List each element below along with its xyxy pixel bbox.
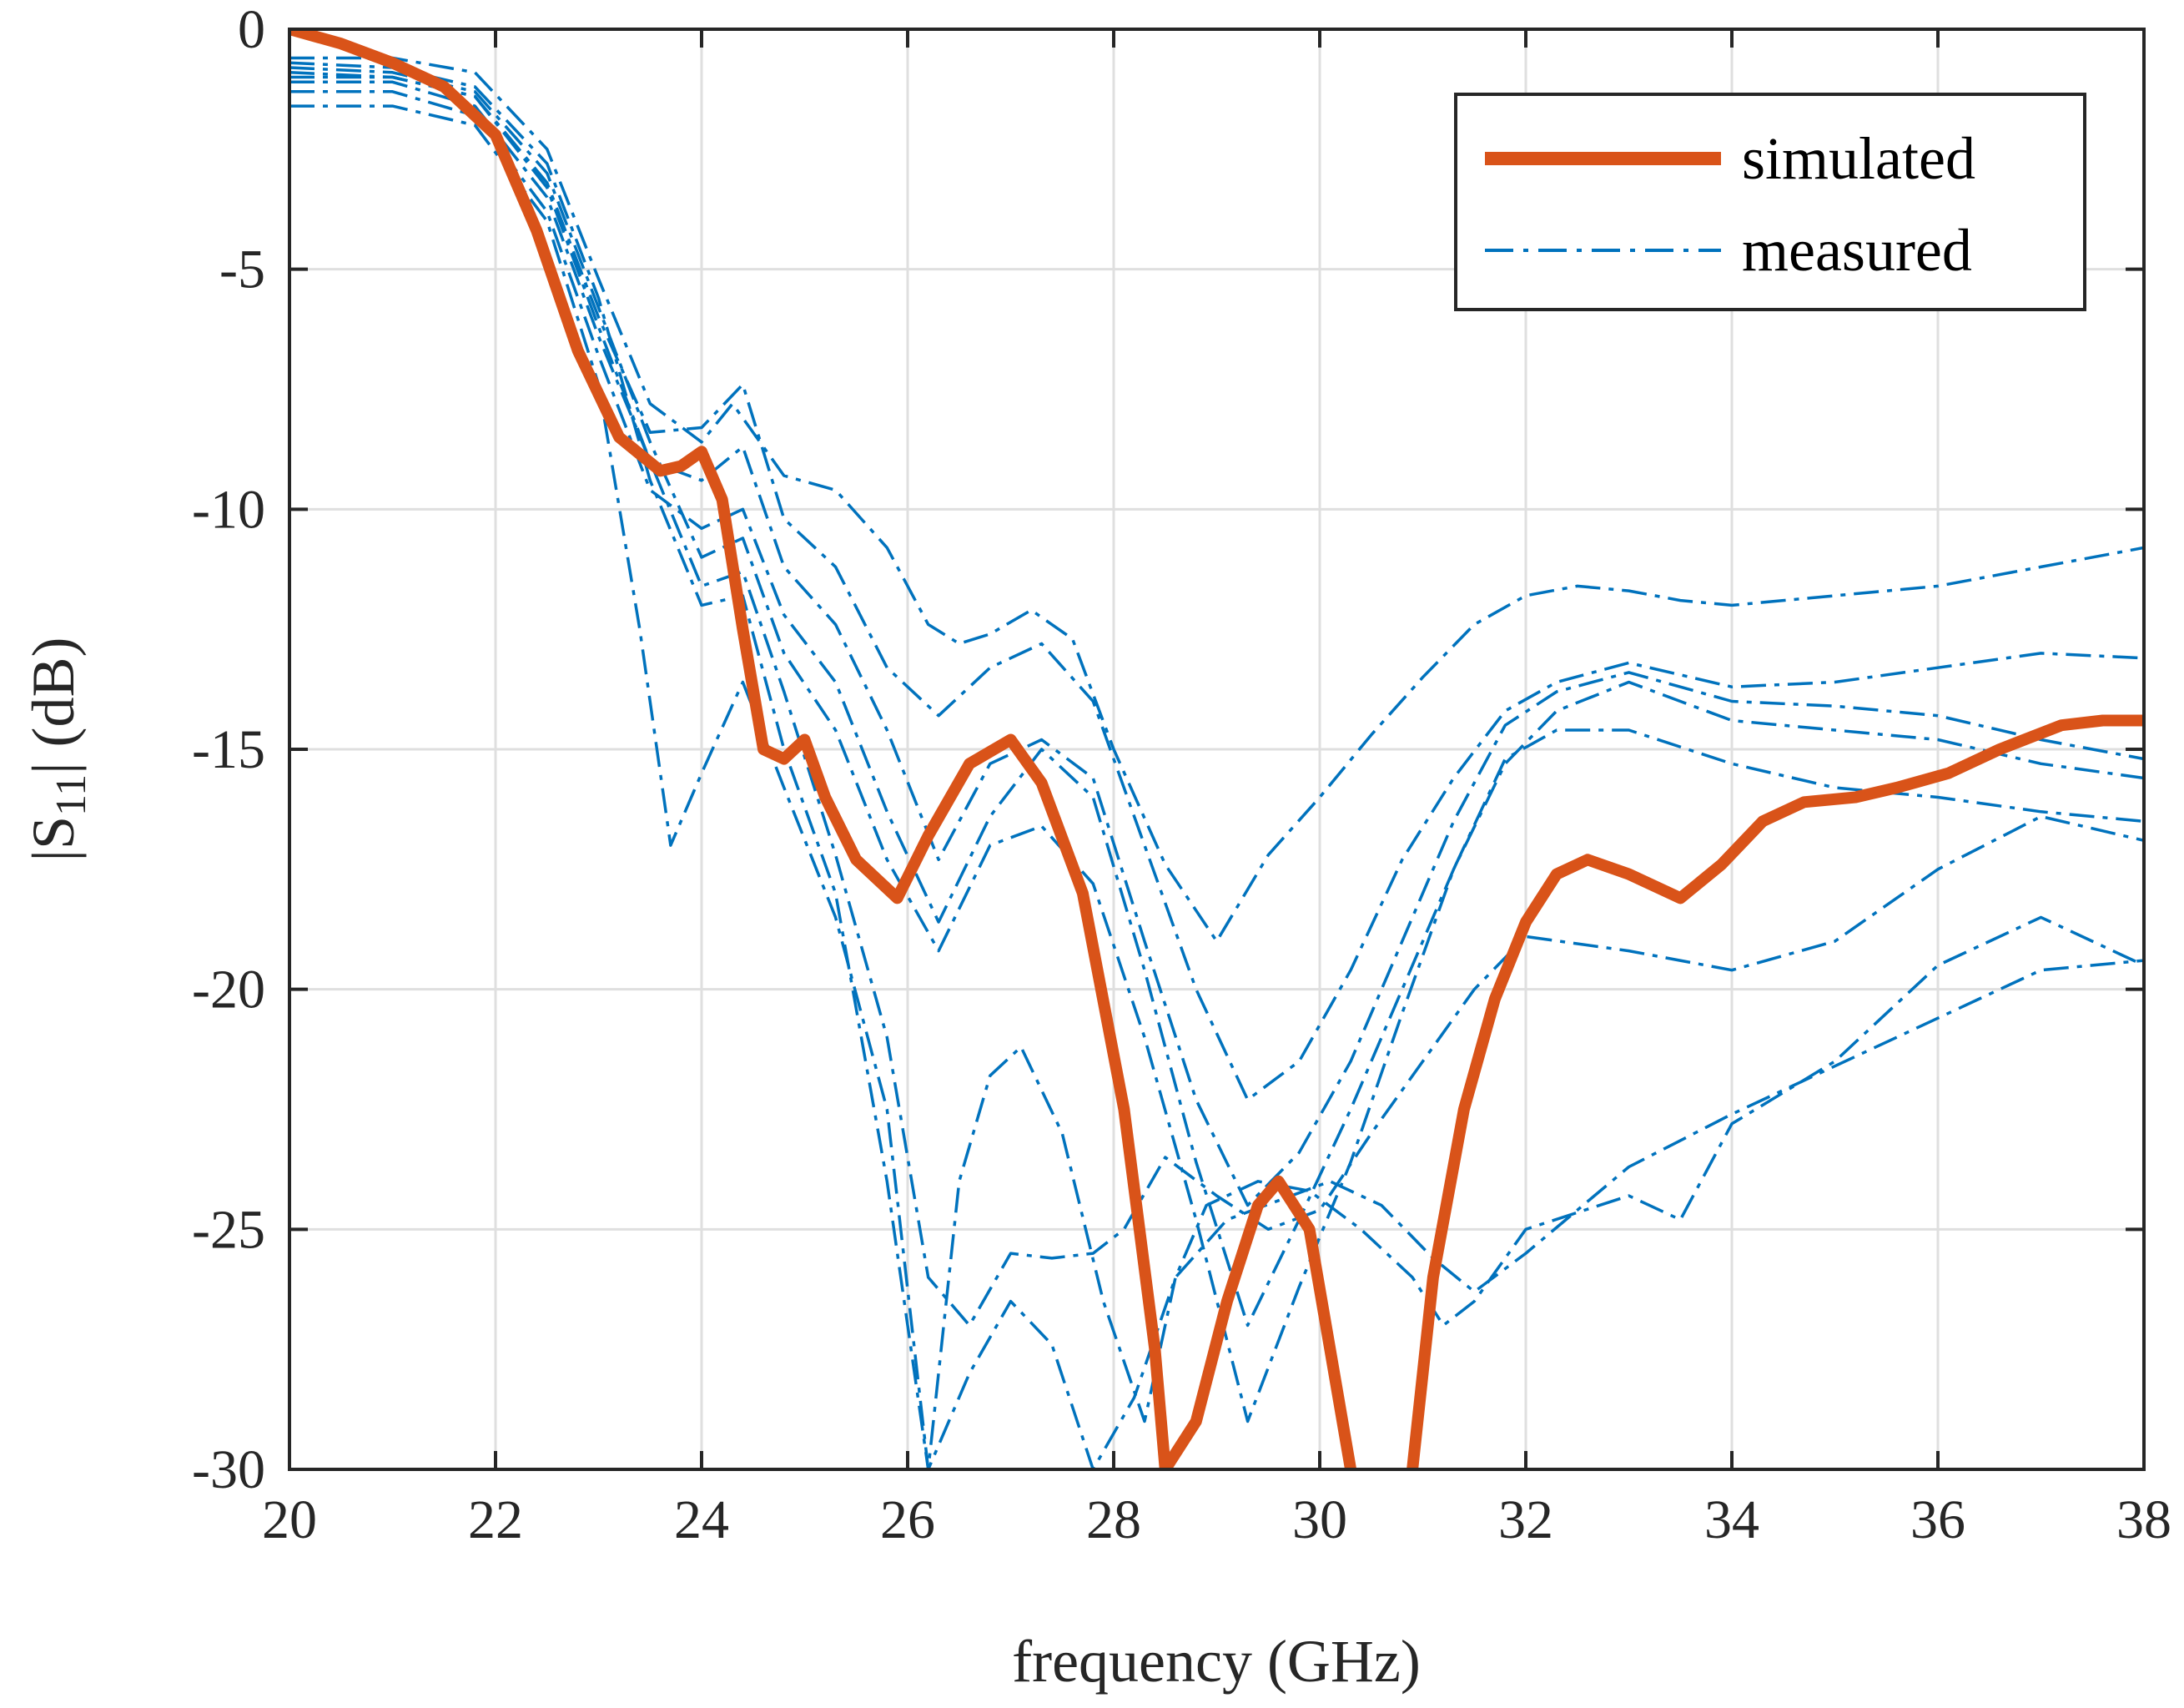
x-tick-label: 22 xyxy=(468,1489,523,1550)
x-tick-label: 32 xyxy=(1498,1489,1553,1550)
legend-label-measured: measured xyxy=(1742,217,1972,284)
legend: simulated measured xyxy=(1454,93,2086,311)
x-tick-label: 20 xyxy=(262,1489,317,1550)
y-tick-label: -25 xyxy=(192,1199,265,1260)
series-line-measured-2 xyxy=(289,71,2144,1101)
tick-labels: 20 22 24 26 28 30 32 34 36 38 0 -5 -10 -15 -20 -25 -30 xyxy=(192,0,2171,1550)
legend-label-simulated: simulated xyxy=(1742,125,1975,192)
series-line-simulated-2 xyxy=(1407,714,2144,1469)
x-tick-label: 26 xyxy=(880,1489,935,1550)
x-tick-label: 24 xyxy=(674,1489,729,1550)
series-line-simulated xyxy=(289,29,1357,1469)
y-tick-label: -10 xyxy=(192,479,265,540)
data-series xyxy=(289,29,2144,1469)
series-line-measured-5 xyxy=(289,66,2144,1423)
x-tick-label: 28 xyxy=(1086,1489,1141,1550)
y-axis-title-subscript: 11 xyxy=(48,774,95,816)
x-tick-label: 38 xyxy=(2116,1489,2171,1550)
legend-box xyxy=(1454,93,2086,311)
x-tick-label: 36 xyxy=(1910,1489,1965,1550)
series-line-measured-1 xyxy=(289,56,2144,943)
axis-ticks xyxy=(288,28,2146,1471)
series-line-measured-4 xyxy=(289,90,2144,1328)
y-axis-title-main: |S xyxy=(20,816,87,861)
y-axis-title: |S11| (dB) xyxy=(20,637,95,862)
y-tick-label: -15 xyxy=(192,719,265,780)
y-tick-label: -5 xyxy=(219,239,265,300)
y-tick-label: -20 xyxy=(192,960,265,1020)
x-tick-label: 30 xyxy=(1292,1489,1347,1550)
series-line-measured-7 xyxy=(289,104,2144,1469)
x-tick-label: 34 xyxy=(1704,1489,1759,1550)
series-line-measured-8 xyxy=(289,61,2144,1469)
y-tick-label: 0 xyxy=(238,0,265,60)
y-axis-title-tail: | (dB) xyxy=(20,637,87,774)
x-axis-title: frequency (GHz) xyxy=(1012,1628,1421,1695)
y-tick-label: -30 xyxy=(192,1439,265,1500)
